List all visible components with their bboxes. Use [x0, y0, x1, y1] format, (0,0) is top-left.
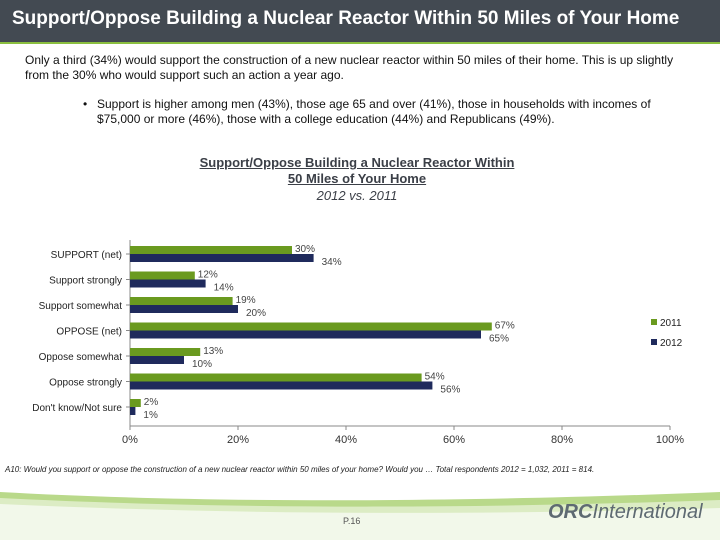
bullet-icon: •: [83, 97, 88, 111]
x-tick-label: 100%: [656, 434, 684, 445]
data-label-2011: 30%: [295, 244, 315, 255]
orc-logo: ORCInternational: [548, 501, 703, 524]
category-label: SUPPORT (net): [51, 250, 122, 261]
x-tick-label: 40%: [335, 434, 357, 445]
page-title: Support/Oppose Building a Nuclear Reacto…: [12, 8, 680, 29]
data-label-2012: 20%: [246, 308, 266, 319]
header-divider: [0, 42, 720, 44]
bar-2011: [130, 271, 195, 280]
bullet-text: Support is higher among men (43%), those…: [97, 97, 651, 126]
chart-subtitle: 2012 vs. 2011: [316, 188, 398, 203]
bar-2011: [130, 348, 201, 356]
bar-2012: [130, 330, 481, 339]
x-tick-label: 60%: [443, 434, 465, 445]
legend-swatch-2012: [651, 339, 657, 345]
header-bar: Support/Oppose Building a Nuclear Reacto…: [0, 0, 720, 42]
data-label-2012: 56%: [440, 385, 460, 396]
footer-swoosh: [0, 492, 720, 540]
data-label-2011: 19%: [236, 295, 256, 306]
data-label-2012: 10%: [192, 359, 212, 370]
page-number: P.16: [343, 516, 361, 526]
category-label: Don't know/Not sure: [32, 403, 122, 414]
data-label-2012: 65%: [489, 334, 509, 345]
legend-swatch-2011: [651, 319, 657, 325]
category-label: Oppose somewhat: [39, 352, 123, 363]
footnote: A10: Would you support or oppose the con…: [5, 465, 595, 474]
bar-2012: [130, 356, 184, 364]
chart-title-line1: Support/Oppose Building a Nuclear Reacto…: [199, 155, 515, 170]
bar-2012: [130, 279, 206, 288]
category-label: OPPOSE (net): [56, 327, 122, 338]
bar-2011: [130, 322, 492, 331]
data-label-2011: 13%: [203, 346, 223, 357]
x-tick-label: 80%: [551, 434, 573, 445]
bar-2011: [130, 297, 233, 305]
legend-label-2011: 2011: [660, 318, 682, 329]
data-label-2011: 54%: [425, 372, 445, 383]
data-label-2012: 34%: [322, 257, 342, 268]
bar-2012: [130, 254, 314, 262]
data-label-2012: 14%: [214, 283, 234, 294]
data-label-2012: 1%: [143, 410, 158, 421]
bar-2011: [130, 246, 292, 254]
x-tick-label: 0%: [122, 434, 138, 445]
data-label-2011: 67%: [495, 321, 515, 332]
data-label-2011: 2%: [144, 397, 159, 408]
bar-2012: [130, 381, 433, 390]
logo-orc-text: ORC: [548, 501, 593, 523]
legend-label-2012: 2012: [660, 338, 683, 349]
bar-2012: [130, 305, 238, 313]
chart-title: Support/Oppose Building a Nuclear Reacto…: [150, 155, 564, 187]
intro-paragraph: Only a third (34%) would support the con…: [25, 53, 674, 82]
swoosh-front: [0, 504, 720, 540]
data-label-2011: 12%: [198, 270, 218, 281]
bar-2011: [130, 373, 422, 382]
category-label: Support somewhat: [39, 301, 123, 312]
chart-title-line2: 50 Miles of Your Home: [287, 171, 427, 186]
category-label: Support strongly: [49, 276, 122, 287]
bar-2011: [130, 399, 141, 407]
logo-international-text: International: [592, 501, 703, 523]
x-tick-label: 20%: [227, 434, 249, 445]
bar-chart: 0% 20% 40% 60% 80% 100% SUPPORT (net) 30% 34% Sup…: [32, 240, 684, 445]
bar-2012: [130, 407, 136, 415]
category-label: Oppose strongly: [49, 378, 122, 389]
